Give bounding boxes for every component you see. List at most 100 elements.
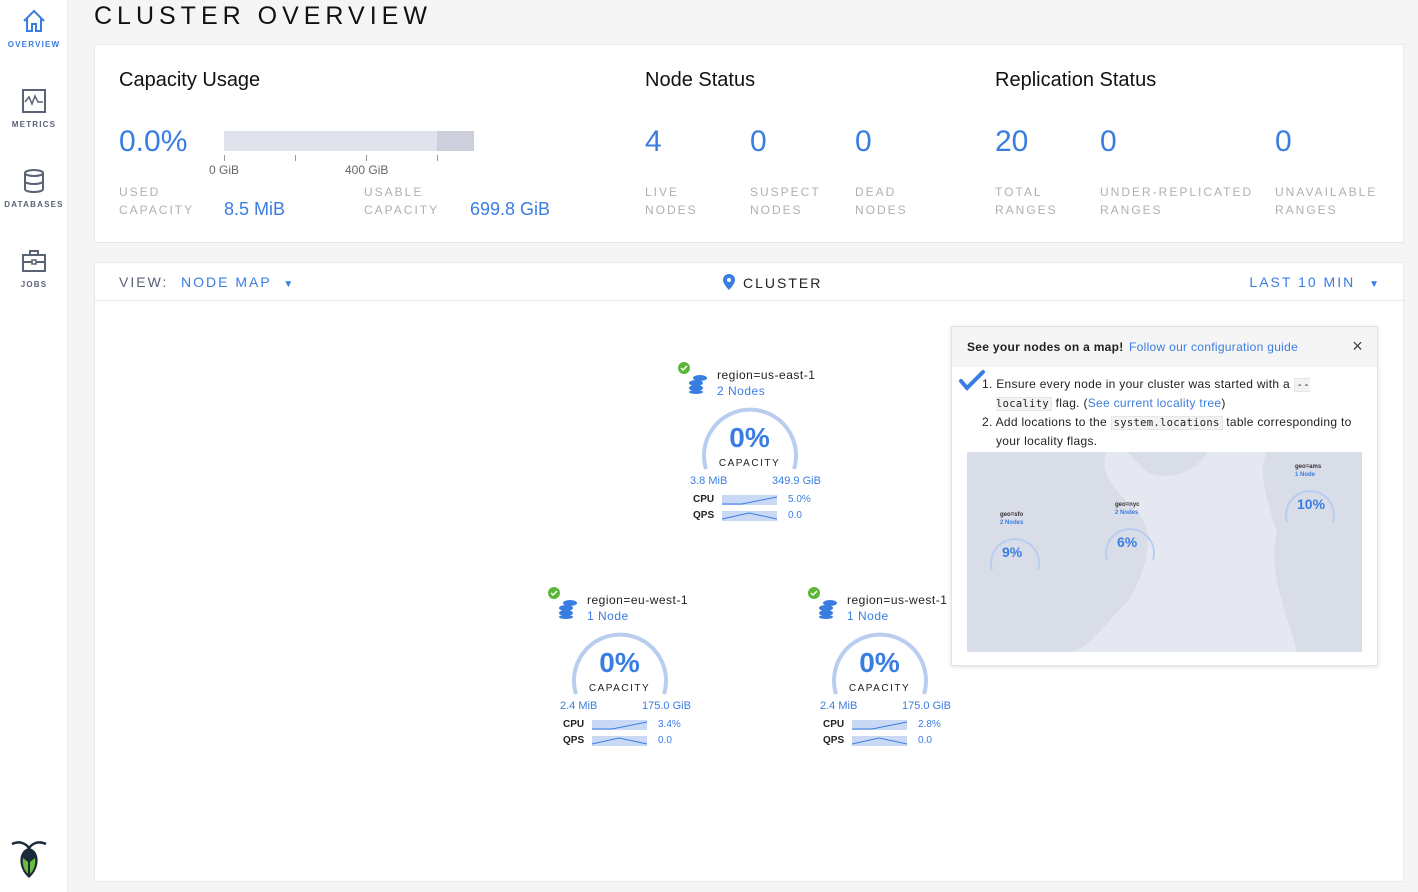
- sidebar-item-databases[interactable]: DATABASES: [0, 168, 68, 209]
- usable-capacity-value: 699.8 GiB: [470, 199, 551, 219]
- qps-label: QPS: [693, 510, 715, 521]
- caret-down-icon: ▼: [283, 279, 296, 290]
- used-capacity-value: 8.5 MiB: [224, 199, 286, 219]
- qps-label: QPS: [563, 735, 585, 746]
- preview-count: 2 Nodes: [1000, 520, 1024, 526]
- capacity-label: CAPACITY: [848, 683, 911, 694]
- locality-tree-link[interactable]: See current locality tree: [1087, 396, 1222, 410]
- region-name: region=us-west-1: [847, 593, 948, 607]
- home-icon: [23, 9, 45, 32]
- node-count: 1 Node: [587, 609, 629, 623]
- qps-value: 0.0: [658, 735, 672, 746]
- metrics-icon: [22, 89, 46, 113]
- cockroach-logo[interactable]: [10, 840, 48, 880]
- replication-stat-value: 0: [1275, 125, 1292, 158]
- region-name: region=eu-west-1: [587, 593, 689, 607]
- replication-stat-label: UNDER-REPLICATED RANGES: [1100, 185, 1254, 217]
- healthy-check-icon: [678, 362, 690, 374]
- region-node-widget[interactable]: region=us-west-1 1 Node 0% CAPACITY 2.4 …: [808, 587, 1098, 787]
- sidebar-item-overview[interactable]: OVERVIEW: [0, 8, 68, 49]
- preview-count: 1 Node: [1295, 472, 1316, 478]
- cpu-sparkline: [722, 495, 777, 505]
- time-range-dropdown[interactable]: LAST 10 MIN ▼: [1249, 274, 1381, 290]
- preview-percent: 6%: [1117, 534, 1138, 550]
- capacity-gauge: [832, 632, 928, 695]
- node-count: 1 Node: [847, 609, 889, 623]
- setup-instructions: 1. Ensure every node in your cluster was…: [982, 375, 1362, 450]
- capacity-percent: 0.0%: [119, 125, 188, 158]
- used-value: 2.4 MiB: [560, 700, 598, 712]
- capacity-heading: Capacity Usage: [119, 69, 261, 91]
- used-value: 3.8 MiB: [690, 475, 728, 487]
- close-icon[interactable]: ×: [1352, 336, 1363, 356]
- used-value: 2.4 MiB: [820, 700, 858, 712]
- region-node-widget[interactable]: region=eu-west-1 1 Node 0% CAPACITY 2.4 …: [548, 587, 838, 787]
- sidebar-item-jobs[interactable]: JOBS: [0, 248, 68, 289]
- node-status-heading: Node Status: [645, 69, 756, 91]
- healthy-check-icon: [808, 587, 820, 599]
- qps-sparkline: [592, 736, 647, 746]
- cpu-label: CPU: [823, 719, 845, 730]
- preview-count: 2 Nodes: [1115, 510, 1139, 516]
- replication-stat-label: UNAVAILABLE RANGES: [1275, 185, 1378, 217]
- qps-value: 0.0: [788, 510, 802, 521]
- node-count: 2 Nodes: [717, 384, 766, 398]
- replication-status-heading: Replication Status: [995, 69, 1157, 91]
- database-stack-icon: [559, 600, 577, 619]
- map-setup-popup: See your nodes on a map! Follow our conf…: [951, 326, 1378, 666]
- region-name: region=us-east-1: [717, 368, 816, 382]
- node_status-stat-value: 0: [855, 125, 872, 158]
- preview-region: geo=sfo: [1000, 512, 1024, 518]
- summary-card: Capacity Usage 0.0% 0 GiB 400 GiB USED CA…: [94, 44, 1404, 243]
- cpu-sparkline: [592, 720, 647, 730]
- caret-down-icon: ▼: [1369, 279, 1381, 290]
- capacity-label: CAPACITY: [718, 458, 781, 469]
- cpu-label: CPU: [693, 494, 715, 505]
- node_status-stat-label: DEAD NODES: [855, 185, 908, 217]
- capacity-gauge: [572, 632, 668, 695]
- qps-label: QPS: [823, 735, 845, 746]
- cpu-sparkline: [852, 720, 907, 730]
- replication-stat-value: 20: [995, 125, 1029, 158]
- node_status-stat-label: SUSPECT NODES: [750, 185, 821, 217]
- tick-label: 400 GiB: [345, 163, 389, 177]
- node_status-stat-label: LIVE NODES: [645, 185, 698, 217]
- capacity-percent: 0%: [599, 647, 640, 678]
- page-title: CLUSTER OVERVIEW: [94, 2, 432, 30]
- capacity-percent: 0%: [729, 422, 770, 453]
- preview-percent: 10%: [1297, 496, 1326, 512]
- view-label: VIEW:: [119, 274, 169, 290]
- database-icon: [24, 169, 44, 193]
- step-1: 1. Ensure every node in your cluster was…: [982, 377, 1310, 411]
- cpu-value: 2.8%: [918, 719, 941, 730]
- preview-region: geo=nyc: [1115, 502, 1140, 508]
- qps-sparkline: [722, 511, 777, 521]
- usable-capacity-label: USABLE CAPACITY: [364, 185, 440, 217]
- map-preview-image: geo=sfo 2 Nodes 9% geo=nyc 2 Nodes 6% ge…: [967, 452, 1362, 652]
- total-value: 349.9 GiB: [772, 475, 821, 487]
- cluster-breadcrumb[interactable]: CLUSTER: [723, 274, 822, 291]
- node_status-stat-value: 4: [645, 125, 662, 158]
- capacity-gauge: [702, 407, 798, 470]
- checkmark-icon: [959, 370, 985, 391]
- capacity-percent: 0%: [859, 647, 900, 678]
- database-stack-icon: [689, 375, 707, 394]
- capacity-label: CAPACITY: [588, 683, 651, 694]
- briefcase-icon: [22, 250, 46, 272]
- view-dropdown[interactable]: NODE MAP ▼: [181, 274, 296, 290]
- replication-stat-label: TOTAL RANGES: [995, 185, 1058, 217]
- sidebar-item-label: JOBS: [20, 280, 48, 289]
- view-bar: VIEW: NODE MAP ▼ CLUSTER LAST 10 MIN ▼: [94, 262, 1404, 301]
- region-node-widget[interactable]: region=us-east-1 2 Nodes 0% CAPACITY 3.8…: [678, 362, 968, 562]
- used-capacity-label: USED CAPACITY: [119, 185, 195, 217]
- sidebar-item-label: METRICS: [11, 120, 57, 129]
- replication-stat-value: 0: [1100, 125, 1117, 158]
- cpu-value: 5.0%: [788, 494, 811, 505]
- qps-sparkline: [852, 736, 907, 746]
- healthy-check-icon: [548, 587, 560, 599]
- configuration-guide-link[interactable]: Follow our configuration guide: [1129, 340, 1299, 354]
- sidebar-item-metrics[interactable]: METRICS: [0, 88, 68, 129]
- node_status-stat-value: 0: [750, 125, 767, 158]
- sidebar: OVERVIEW METRICS DATABASES JOBS: [0, 0, 68, 892]
- total-value: 175.0 GiB: [902, 700, 951, 712]
